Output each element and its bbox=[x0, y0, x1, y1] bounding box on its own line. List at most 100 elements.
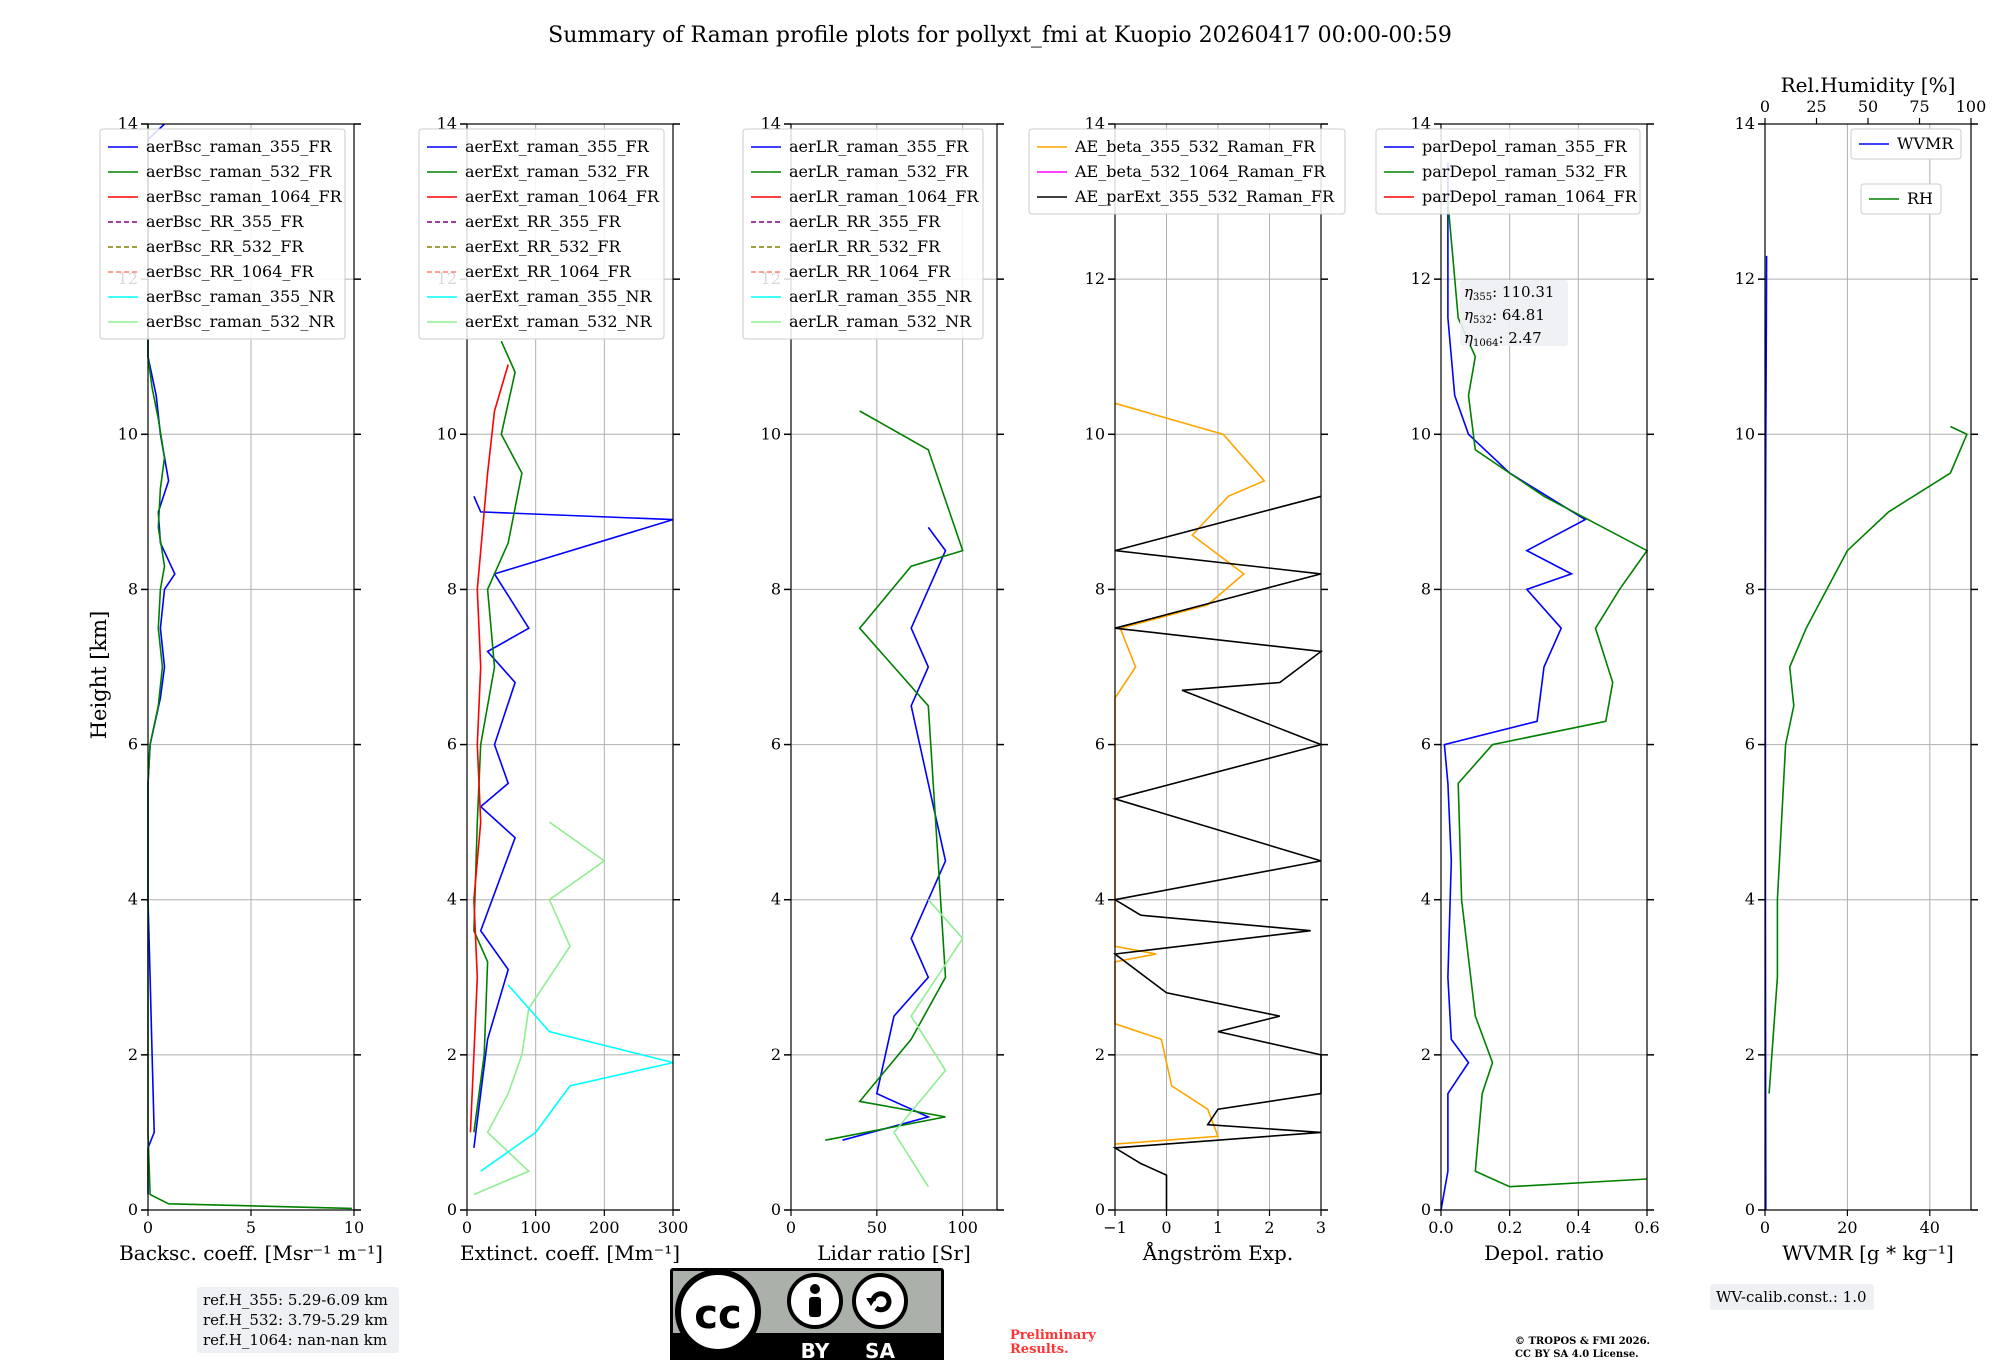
x-tick-label: 0.6 bbox=[1634, 1218, 1659, 1237]
eta-532-sub: 532 bbox=[1473, 315, 1492, 326]
legend-box bbox=[1850, 128, 1962, 160]
legend-label: aerExt_raman_355_NR bbox=[465, 287, 653, 306]
y-tick-label: 4 bbox=[1745, 890, 1755, 909]
series-parDepol_raman_532_FR bbox=[1447, 201, 1649, 1188]
legend-label: aerLR_raman_355_NR bbox=[789, 287, 972, 306]
y-tick-label: 14 bbox=[437, 114, 457, 133]
y-tick-label: 8 bbox=[447, 579, 457, 598]
y-tick-label: 12 bbox=[1411, 269, 1431, 288]
legend-label: aerLR_RR_355_FR bbox=[789, 212, 941, 231]
x-tick-label: 100 bbox=[520, 1218, 551, 1237]
panel-bsc: 051002468101214Backsc. coeff. [Msr⁻¹ m⁻¹… bbox=[99, 114, 383, 1265]
y-tick-label: 14 bbox=[1411, 114, 1431, 133]
y-tick-label: 10 bbox=[761, 424, 781, 443]
y-tick-label: 8 bbox=[1745, 579, 1755, 598]
cc-by-label: BY bbox=[801, 1339, 830, 1360]
top-x-axis-label: Rel.Humidity [%] bbox=[1781, 73, 1956, 97]
eta-box: η355: 110.31 η532: 64.81 η1064: 2.47 bbox=[1460, 280, 1568, 349]
axes-frame bbox=[790, 123, 998, 1211]
legend-label: RH bbox=[1907, 189, 1933, 208]
series-aerExt_raman_355_NR bbox=[480, 984, 674, 1172]
y-tick-label: 10 bbox=[118, 424, 138, 443]
y-tick-label: 8 bbox=[128, 579, 138, 598]
preliminary-text-1: Preliminary bbox=[1010, 1328, 1096, 1343]
x-tick-label: 0 bbox=[786, 1218, 796, 1237]
y-tick-label: 8 bbox=[771, 579, 781, 598]
series-AE_parExt_355_532_Raman_FR bbox=[1112, 495, 1324, 1210]
legend-label: aerLR_RR_1064_FR bbox=[789, 262, 951, 281]
x-axis-label: Extinct. coeff. [Mm⁻¹] bbox=[460, 1241, 680, 1265]
x-axis-label: Depol. ratio bbox=[1484, 1241, 1604, 1265]
y-tick-label: 0 bbox=[1095, 1200, 1105, 1219]
cc-by-sa-logo: cc BY SA bbox=[670, 1268, 944, 1360]
legend-label: aerExt_RR_532_FR bbox=[465, 237, 622, 256]
series-aerExt_raman_355_FR bbox=[473, 495, 674, 1148]
y-tick-label: 10 bbox=[1735, 424, 1755, 443]
series-aerExt_raman_532_NR bbox=[473, 821, 606, 1196]
x-tick-label: 0 bbox=[1161, 1218, 1171, 1237]
y-tick-label: 4 bbox=[128, 890, 138, 909]
legend-box bbox=[742, 128, 984, 340]
x-tick-label: 300 bbox=[658, 1218, 689, 1237]
x-tick-label: 100 bbox=[947, 1218, 978, 1237]
y-tick-label: 12 bbox=[1085, 269, 1105, 288]
legend-box bbox=[1028, 128, 1346, 215]
series-aerBsc_raman_355_FR bbox=[147, 123, 176, 1195]
top-x-tick-label: 50 bbox=[1858, 97, 1878, 116]
legend-label: aerBsc_raman_532_NR bbox=[146, 312, 335, 331]
x-tick-label: 0 bbox=[143, 1218, 153, 1237]
legend-label: aerBsc_raman_532_FR bbox=[146, 162, 332, 181]
x-tick-label: 0 bbox=[462, 1218, 472, 1237]
y-tick-label: 2 bbox=[1095, 1045, 1105, 1064]
ref-h-355: ref.H_355: 5.29-6.09 km bbox=[203, 1291, 388, 1309]
panel-depol: 0.0 0.2 0.4 0.6 0 2 4 6 8 10 12 14 Depol. ratio parDe… bbox=[1375, 114, 1660, 1265]
y-tick-label: 2 bbox=[447, 1045, 457, 1064]
x-tick-label: 3 bbox=[1316, 1218, 1326, 1237]
ref-height-box: ref.H_355: 5.29-6.09 km ref.H_532: 3.79-… bbox=[197, 1287, 399, 1353]
legend-label: aerLR_raman_532_FR bbox=[789, 162, 969, 181]
ref-h-1064: ref.H_1064: nan-nan km bbox=[203, 1331, 387, 1349]
eta-1064-value: : 2.47 bbox=[1498, 329, 1541, 347]
y-tick-label: 2 bbox=[128, 1045, 138, 1064]
y-tick-label: 12 bbox=[1735, 269, 1755, 288]
wv-calib-text: WV-calib.const.: 1.0 bbox=[1716, 1288, 1867, 1306]
figure-title: Summary of Raman profile plots for polly… bbox=[548, 23, 1452, 48]
axes-frame bbox=[1764, 123, 1972, 1211]
x-tick-label: −1 bbox=[1103, 1218, 1127, 1237]
svg-text:η355: 110.31: η355: 110.31 bbox=[1464, 283, 1554, 303]
legend-box bbox=[418, 128, 665, 340]
top-x-tick-label: 75 bbox=[1909, 97, 1929, 116]
series-AE_beta_355_532_Raman_FR bbox=[1114, 402, 1266, 1145]
legend-box bbox=[1375, 128, 1641, 215]
x-tick-label: 20 bbox=[1837, 1218, 1857, 1237]
x-tick-label: 50 bbox=[867, 1218, 887, 1237]
y-tick-label: 0 bbox=[1745, 1200, 1755, 1219]
sa-icon bbox=[852, 1273, 908, 1329]
preliminary-text-2: Results. bbox=[1010, 1342, 1069, 1357]
series-parDepol_raman_355_FR bbox=[1440, 162, 1587, 1211]
legend-label: aerBsc_RR_1064_FR bbox=[146, 262, 315, 281]
axes-frame bbox=[1440, 123, 1648, 1211]
x-tick-label: 10 bbox=[344, 1218, 364, 1237]
y-tick-label: 10 bbox=[1411, 424, 1431, 443]
legend-label: aerBsc_raman_355_NR bbox=[146, 287, 335, 306]
y-tick-label: 2 bbox=[1745, 1045, 1755, 1064]
y-tick-label: 14 bbox=[761, 114, 781, 133]
y-tick-label: 6 bbox=[771, 735, 781, 754]
panel-lr: 05010002468101214Lidar ratio [Sr]aerLR_r… bbox=[742, 114, 1004, 1265]
legend-label: aerLR_raman_1064_FR bbox=[789, 187, 979, 206]
y-tick-label: 10 bbox=[1085, 424, 1105, 443]
y-tick-label: 2 bbox=[1421, 1045, 1431, 1064]
top-x-tick-label: 25 bbox=[1806, 97, 1826, 116]
y-tick-label: 8 bbox=[1421, 579, 1431, 598]
y-tick-label: 4 bbox=[447, 890, 457, 909]
x-axis-label: WVMR [g * kg⁻¹] bbox=[1782, 1241, 1954, 1265]
y-tick-label: 6 bbox=[1421, 735, 1431, 754]
legend-label: aerLR_raman_355_FR bbox=[789, 137, 969, 156]
legend-label: aerBsc_RR_532_FR bbox=[146, 237, 304, 256]
legend-label: aerBsc_raman_355_FR bbox=[146, 137, 332, 156]
x-tick-label: 0.0 bbox=[1428, 1218, 1453, 1237]
legend-label: parDepol_raman_355_FR bbox=[1422, 137, 1628, 156]
ref-h-532: ref.H_532: 3.79-5.29 km bbox=[203, 1311, 388, 1329]
